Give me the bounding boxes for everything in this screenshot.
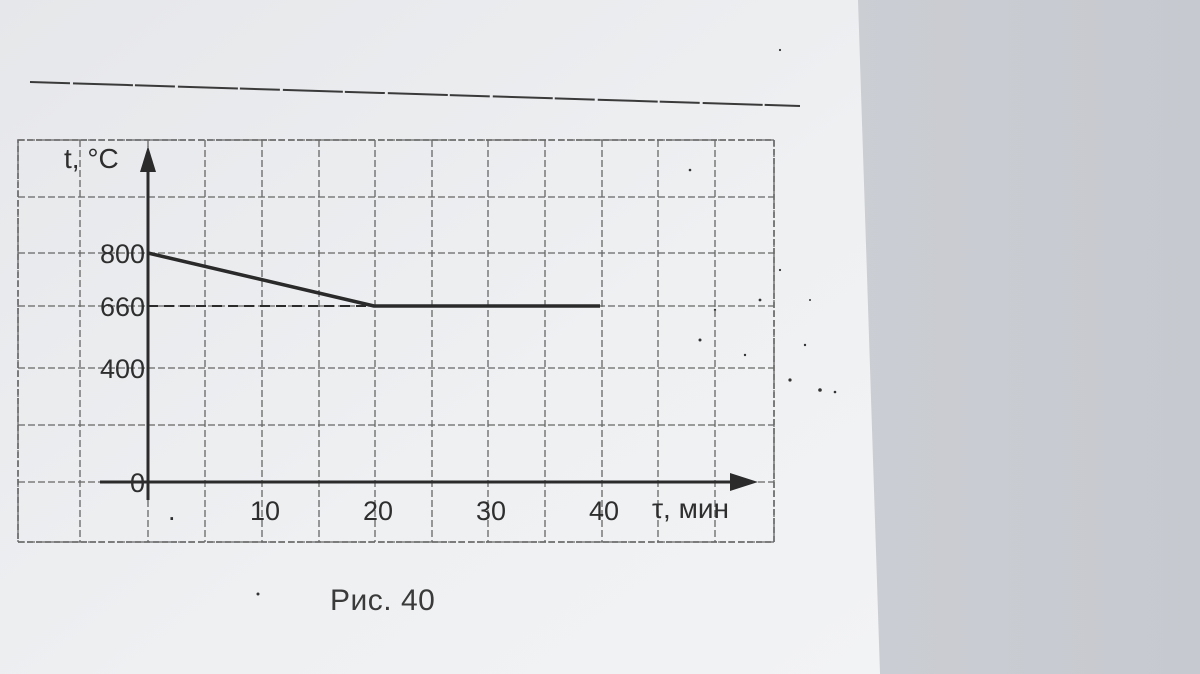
y-tick-label: 0	[130, 468, 145, 498]
x-tick-label: 10	[250, 496, 280, 526]
x-tick-label: 20	[363, 496, 393, 526]
series-line-0	[147, 251, 600, 308]
paper-sheet	[0, 0, 880, 674]
x-axis-label: τ, мин	[652, 493, 729, 524]
x-tick-label: 40	[589, 496, 619, 526]
y-tick-labels: 0 400 660 800	[100, 239, 145, 498]
x-tick-labels: 10 20 30 40	[250, 496, 619, 526]
y-axis-arrow	[140, 146, 156, 172]
ink-specks	[256, 48, 837, 596]
figure-caption: Рис. 40	[330, 584, 436, 617]
series-layer	[147, 251, 601, 308]
x-tick-label: 30	[476, 496, 506, 526]
x-axis-arrow	[730, 473, 758, 491]
axes	[100, 146, 758, 500]
stray-dot: .	[168, 496, 176, 526]
printed-rule-line	[29, 81, 801, 107]
y-axis-label: t, °C	[64, 143, 119, 174]
y-tick-label: 400	[100, 354, 145, 384]
y-tick-label: 660	[100, 292, 145, 322]
y-tick-label: 800	[100, 239, 145, 269]
